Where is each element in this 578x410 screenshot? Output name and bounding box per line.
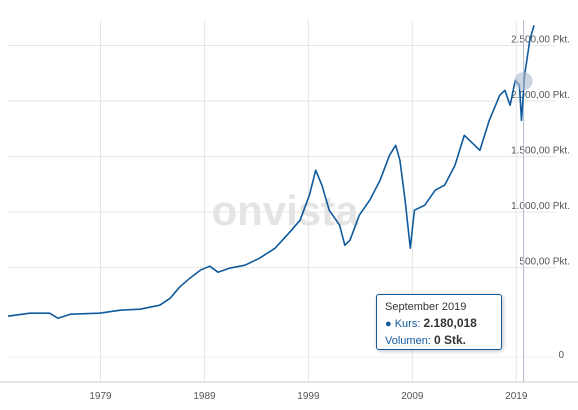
tooltip-volumen-label: Volumen:	[385, 335, 431, 347]
tooltip-marker	[514, 72, 533, 91]
price-line	[7, 25, 535, 319]
x-tick-label: 2009	[401, 391, 424, 402]
x-tick-label: 1989	[193, 391, 216, 402]
tooltip-volumen-value: 0 Stk.	[433, 333, 466, 347]
x-tick-label: 1979	[89, 391, 112, 402]
watermark: onvista	[211, 187, 359, 234]
y-tick-label: 2.000,00 Pkt.	[511, 90, 570, 101]
x-tick-label: 2019	[505, 391, 528, 402]
y-tick-label: 2.500,00 Pkt.	[511, 35, 570, 46]
volume-tick-label: 0	[558, 350, 564, 361]
tooltip: September 2019 ● Kurs: 2.180,018 Volumen…	[376, 294, 502, 350]
x-tick-label: 1999	[297, 391, 320, 402]
y-tick-label: 1.000,00 Pkt.	[511, 201, 570, 212]
tooltip-volumen: Volumen: 0 Stk.	[385, 332, 493, 349]
tooltip-title: September 2019	[385, 301, 467, 313]
tooltip-kurs-value: 2.180,018	[423, 316, 477, 330]
y-tick-label: 1.500,00 Pkt.	[511, 146, 570, 157]
tooltip-kurs-label: Kurs:	[394, 318, 421, 330]
tooltip-kurs: ● Kurs: 2.180,018	[385, 316, 477, 330]
y-tick-label: 500,00 Pkt.	[519, 257, 570, 268]
